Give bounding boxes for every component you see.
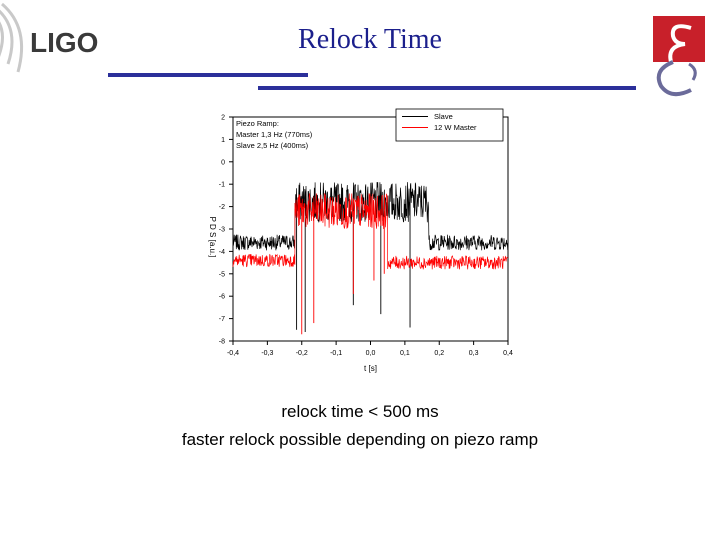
y-tick-label: 2 (221, 115, 225, 122)
plot-area (232, 116, 509, 342)
title-rule-right (258, 86, 636, 90)
piezo-annotation: Piezo Ramp: Master 1,3 Hz (770ms) Slave 2,… (236, 119, 313, 150)
x-tick-label: -0,1 (330, 350, 342, 357)
y-tick-label: -5 (219, 271, 225, 278)
x-tick-label: -0,2 (296, 350, 308, 357)
y-tick-label: -7 (219, 316, 225, 323)
slide-title: Relock Time (298, 24, 442, 55)
x-tick-label: -0,4 (227, 350, 239, 357)
relock-chart: -0,4 -0,3 -0,2 -0,1 0,0 0,1 0,2 0,3 0,4 2 1 0 -1 -2 -… (208, 108, 513, 373)
legend-label: Slave (434, 112, 453, 121)
x-tick-label: 0,4 (503, 350, 513, 357)
annotation-line: Master 1,3 Hz (770ms) (236, 130, 313, 139)
annotation-line: Piezo Ramp: (236, 119, 279, 128)
logo-text: LIGO (30, 27, 98, 58)
y-tick-label: -3 (219, 227, 225, 234)
legend-box (395, 108, 504, 142)
title-rule-left (108, 73, 308, 77)
y-tick-label: 1 (221, 137, 225, 144)
x-tick-label: 0,0 (366, 350, 376, 357)
x-tick-label: 0,3 (469, 350, 479, 357)
x-tick-label: -0,3 (261, 350, 273, 357)
caption-faster-relock: faster relock possible depending on piez… (181, 430, 539, 449)
y-axis-label: P D S [a.u.] (208, 217, 217, 258)
ligo-logo-icon: LIGO (0, 2, 98, 73)
emblem-logo-icon (653, 16, 705, 97)
y-tick-label: 0 (221, 159, 225, 166)
legend-label: 12 W Master (434, 123, 477, 132)
annotation-line: Slave 2,5 Hz (400ms) (236, 141, 309, 150)
x-axis-label: t [s] (364, 364, 377, 373)
x-tick-label: 0,2 (434, 350, 444, 357)
caption-relock-time: relock time < 500 ms (281, 402, 439, 421)
series-line-12-w-master (232, 193, 508, 270)
x-tick-label: 0,1 (400, 350, 410, 357)
chart-legend: Slave 12 W Master (395, 108, 504, 142)
y-tick-label: -1 (219, 182, 225, 189)
y-tick-label: -2 (219, 204, 225, 211)
y-tick-label: -6 (219, 294, 225, 301)
y-tick-label: -8 (219, 339, 225, 346)
y-tick-label: -4 (219, 249, 225, 256)
